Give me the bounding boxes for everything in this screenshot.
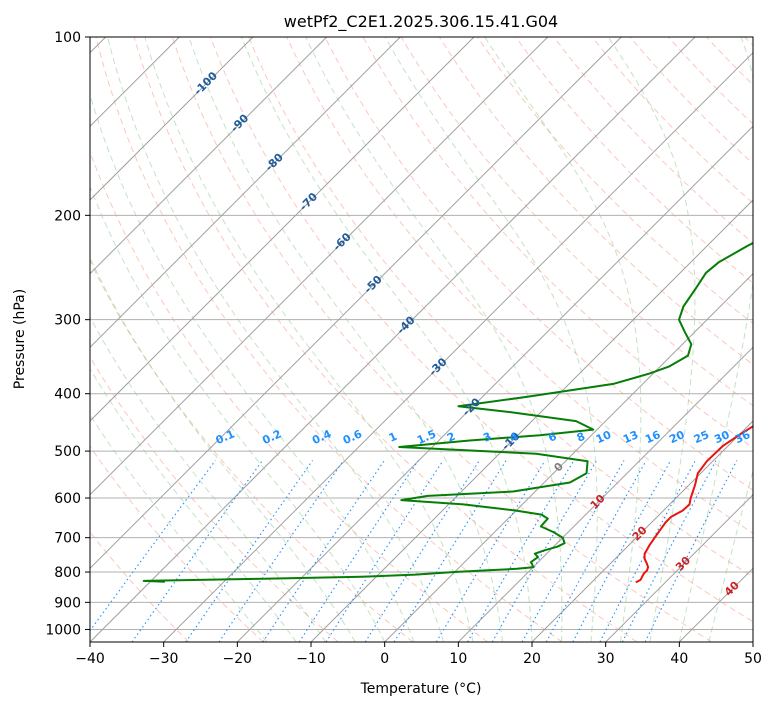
x-tick-label: −20 <box>223 651 253 667</box>
y-tick-label: 100 <box>54 30 81 46</box>
dewpoint-profile <box>142 241 753 583</box>
dry-adiabat <box>210 37 753 623</box>
isotherm-line <box>90 37 622 570</box>
x-tick-label: 0 <box>380 651 389 667</box>
isotherm-line <box>90 37 549 496</box>
y-tick-label: 800 <box>54 565 81 581</box>
moist-adiabat <box>90 185 386 642</box>
moist-adiabat <box>241 37 533 642</box>
dry-adiabat <box>133 37 638 642</box>
mixing-ratio-label: 36 <box>733 428 753 446</box>
mixing-ratio-line <box>185 460 314 642</box>
mixing-ratio-line <box>435 460 546 642</box>
plot-frame <box>89 36 754 643</box>
isotherm-line <box>531 420 753 642</box>
x-tick-label: 40 <box>670 651 688 667</box>
isotherm-line <box>384 272 753 642</box>
mixing-ratio-line <box>262 460 385 642</box>
mixing-ratio-line <box>467 460 575 642</box>
profile-lines <box>142 241 753 584</box>
mixing-ratio-line <box>90 460 216 632</box>
mixing-ratio-label: 13 <box>621 428 640 446</box>
y-tick-label: 300 <box>54 313 81 329</box>
skewed-isotherms <box>90 37 753 642</box>
mixing-ratio-label: 30 <box>712 428 732 446</box>
dry-adiabat <box>515 37 753 284</box>
mixing-ratio-line <box>545 460 647 642</box>
moist-adiabat <box>107 37 445 642</box>
chart-title: wetPf2_C2E1.2025.306.15.41.G04 <box>284 12 558 32</box>
mixing-ratio-line <box>298 460 419 642</box>
isotherm-line <box>310 199 753 642</box>
x-tick-label: 20 <box>523 651 541 667</box>
x-tick-label: 30 <box>597 651 615 667</box>
x-axis: −40 −30 −20 −10 0 10 20 30 40 50 <box>75 642 762 667</box>
mixing-ratio-line <box>218 460 344 642</box>
x-tick-label: 50 <box>744 651 762 667</box>
isotherm-line <box>236 125 753 642</box>
x-tick-label: −10 <box>296 651 326 667</box>
dry-adiabat <box>400 37 753 407</box>
y-tick-label: 200 <box>54 208 81 224</box>
x-tick-label: 10 <box>449 651 467 667</box>
isotherm-line <box>90 37 328 275</box>
dry-adiabat <box>477 37 753 325</box>
moist-adiabat <box>384 37 598 642</box>
y-tick-label: 1000 <box>45 622 81 638</box>
gridlines <box>90 37 753 630</box>
moist-adiabat <box>678 37 753 642</box>
mixing-ratio-line <box>131 460 263 642</box>
mixing-ratio-label: 10 <box>594 428 614 446</box>
isotherm-line <box>163 51 753 642</box>
temperature-profile <box>635 425 753 584</box>
x-axis-title: Temperature (°C) <box>360 681 482 697</box>
moist-adiabat <box>607 37 696 642</box>
mixing-ratio-label: 25 <box>692 428 711 446</box>
x-tick-label: −40 <box>75 651 105 667</box>
isotherm-line <box>457 346 753 642</box>
dry-adiabat <box>171 37 712 642</box>
x-tick-label: −30 <box>149 651 179 667</box>
isotherm-line <box>90 37 254 201</box>
dry-adiabat <box>248 37 753 578</box>
mixing-ratio-line <box>521 460 625 642</box>
moist-adiabat <box>188 37 503 642</box>
dry-adiabat <box>95 37 563 642</box>
mixing-ratio-line <box>572 460 672 642</box>
moist-adiabat <box>144 37 474 642</box>
y-tick-label: 500 <box>54 444 81 460</box>
moist-adiabat <box>708 469 753 642</box>
isotherm-line <box>90 37 696 642</box>
moist-adiabat <box>90 414 268 642</box>
dry-adiabat <box>90 445 264 642</box>
y-axis-title: Pressure (hPa) <box>12 289 28 389</box>
moist-adiabat <box>90 256 356 642</box>
moist-adiabat <box>90 92 415 642</box>
dry-adiabat <box>591 37 753 204</box>
isotherm-line <box>90 37 401 349</box>
isotherm-line <box>605 493 753 642</box>
y-tick-label: 700 <box>54 531 81 547</box>
dry-adiabat <box>629 37 753 165</box>
mixing-ratio-label: 16 <box>643 428 663 446</box>
mixing-ratio-label: 20 <box>667 428 687 446</box>
y-tick-label: 400 <box>54 387 81 403</box>
y-axis: 100 200 300 400 500 600 700 800 900 1000 <box>45 30 90 638</box>
y-tick-label: 900 <box>54 595 81 611</box>
y-tick-label: 600 <box>54 491 81 507</box>
dry-adiabat <box>324 37 753 491</box>
isotherm-line <box>90 37 475 422</box>
